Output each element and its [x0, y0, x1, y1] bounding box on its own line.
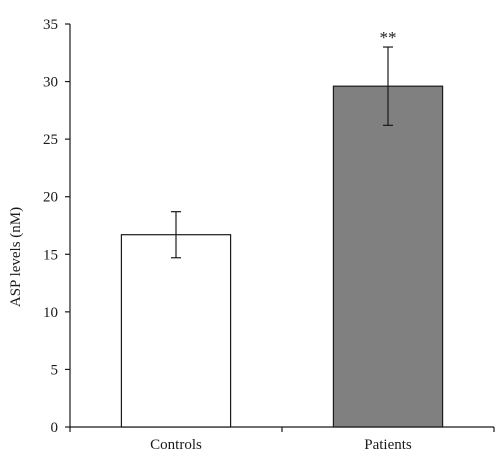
y-tick-label: 15 — [43, 247, 58, 263]
y-tick-label: 5 — [51, 362, 59, 378]
y-axis-title: ASP levels (nM) — [8, 207, 24, 307]
bar-patients — [332, 85, 444, 428]
bar-controls — [120, 234, 232, 428]
y-tick-label: 0 — [51, 420, 59, 436]
bars — [120, 85, 444, 428]
y-tick-label: 30 — [43, 75, 58, 91]
y-tick-label: 10 — [43, 305, 58, 321]
significance-marker: ** — [380, 28, 397, 47]
x-tick-label: Controls — [150, 437, 202, 453]
y-tick-label: 35 — [43, 17, 58, 33]
y-axis: 0 5 10 15 20 25 30 35 — [43, 17, 71, 436]
annotations: ** — [380, 28, 397, 47]
y-tick-label: 25 — [43, 132, 58, 148]
y-tick-label: 20 — [43, 190, 58, 206]
error-bars — [171, 46, 393, 259]
x-axis: Controls Patients — [69, 426, 495, 453]
x-tick-label: Patients — [364, 437, 412, 453]
